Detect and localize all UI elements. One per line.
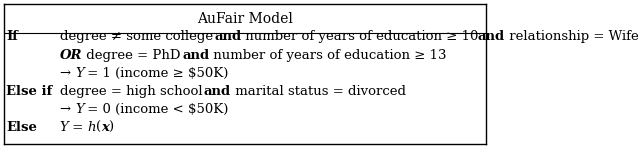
Text: h: h [88,121,96,134]
Text: AuFair Model: AuFair Model [197,12,292,26]
Text: degree ≠ some college: degree ≠ some college [60,30,217,44]
Text: marital status = divorced: marital status = divorced [230,85,406,98]
Text: and: and [214,30,241,44]
Text: →: → [60,103,75,116]
Text: and: and [204,85,231,98]
Text: =: = [68,121,88,134]
Text: If: If [6,30,18,44]
Text: OR: OR [60,49,83,62]
Text: degree = PhD: degree = PhD [82,49,184,62]
Text: (: ( [96,121,101,134]
Text: Y: Y [75,103,84,116]
Text: Else: Else [6,121,37,134]
Text: Y: Y [75,67,84,80]
Text: = 0 (income < $50K): = 0 (income < $50K) [83,103,229,116]
Text: ): ) [109,121,114,134]
Text: →: → [60,67,75,80]
Text: Else if: Else if [6,85,52,98]
Text: relationship = Wife: relationship = Wife [504,30,638,44]
Text: number of years of education ≥ 13: number of years of education ≥ 13 [209,49,447,62]
Text: and: and [478,30,505,44]
Text: number of years of education ≥ 10: number of years of education ≥ 10 [241,30,483,44]
Text: x: x [101,121,109,134]
Text: = 1 (income ≥ $50K): = 1 (income ≥ $50K) [83,67,229,80]
Text: and: and [182,49,210,62]
Text: degree = high school: degree = high school [60,85,207,98]
Text: Y: Y [60,121,68,134]
